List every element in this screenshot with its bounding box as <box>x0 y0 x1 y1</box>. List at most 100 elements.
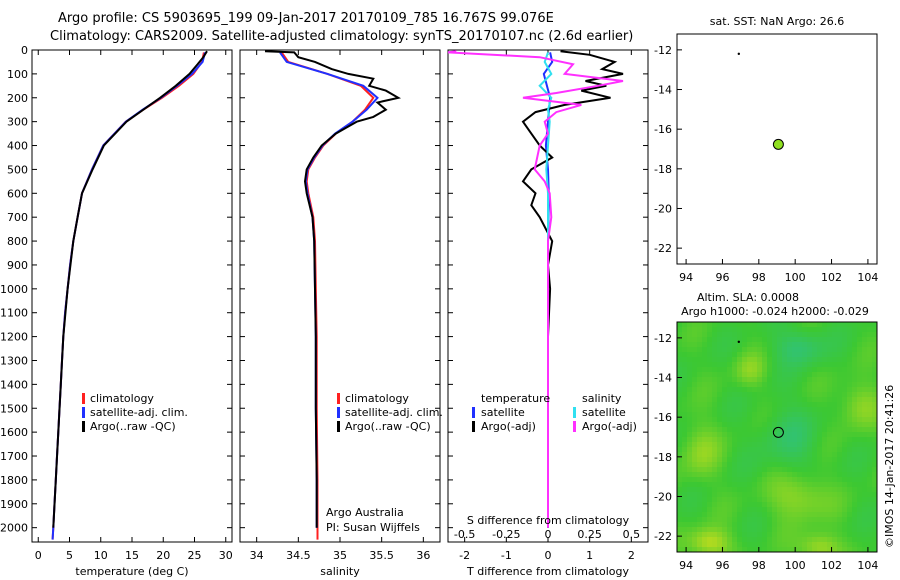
heat-cell <box>812 397 818 403</box>
heat-cell <box>717 387 723 393</box>
heat-cell <box>822 412 828 418</box>
heat-cell <box>742 512 748 518</box>
heat-cell <box>862 432 868 438</box>
heat-cell <box>737 487 743 493</box>
map-x-tick-label: 94 <box>679 271 693 284</box>
heat-cell <box>787 357 793 363</box>
heat-cell <box>782 537 788 543</box>
heat-cell <box>697 362 703 368</box>
legend-swatch-satellite <box>82 407 85 418</box>
heat-cell <box>697 497 703 503</box>
heat-cell <box>767 497 773 503</box>
heat-cell <box>862 322 868 328</box>
heat-cell <box>797 542 803 548</box>
heat-cell <box>742 522 748 528</box>
heat-cell <box>772 382 778 388</box>
heat-cell <box>722 427 728 433</box>
heat-cell <box>692 507 698 513</box>
heat-cell <box>767 337 773 343</box>
heat-cell <box>802 477 808 483</box>
heat-cell <box>872 352 878 358</box>
heat-cell <box>867 367 873 373</box>
heat-cell <box>847 437 853 443</box>
heat-cell <box>777 472 783 478</box>
heat-cell <box>862 412 868 418</box>
heat-cell <box>807 407 813 413</box>
heat-cell <box>702 542 708 548</box>
heat-cell <box>857 362 863 368</box>
heat-cell <box>782 457 788 463</box>
heat-cell <box>857 437 863 443</box>
heat-cell <box>807 367 813 373</box>
heat-cell <box>737 512 743 518</box>
heat-cell <box>692 392 698 398</box>
heat-cell <box>717 532 723 538</box>
heat-cell <box>802 352 808 358</box>
heat-cell <box>827 362 833 368</box>
title-line-2: Climatology: CARS2009. Satellite-adjuste… <box>50 29 634 44</box>
heat-cell <box>707 332 713 338</box>
heat-cell <box>702 527 708 533</box>
heat-cell <box>777 362 783 368</box>
heat-cell <box>682 437 688 443</box>
legend-swatch-climatology <box>337 393 340 404</box>
heat-cell <box>722 337 728 343</box>
heat-cell <box>737 492 743 498</box>
x-tick-label: 10 <box>94 549 108 562</box>
heat-cell <box>757 432 763 438</box>
heat-cell <box>827 377 833 383</box>
heat-cell <box>822 542 828 548</box>
heat-cell <box>697 327 703 333</box>
heat-cell <box>867 522 873 528</box>
heat-cell <box>782 332 788 338</box>
heat-cell <box>852 432 858 438</box>
heat-cell <box>717 382 723 388</box>
heat-cell <box>732 382 738 388</box>
heat-cell <box>777 397 783 403</box>
heat-cell <box>747 477 753 483</box>
heat-cell <box>822 522 828 528</box>
heat-cell <box>807 487 813 493</box>
heat-cell <box>857 337 863 343</box>
heat-cell <box>757 342 763 348</box>
heat-cell <box>717 452 723 458</box>
series-line <box>51 52 207 540</box>
heat-cell <box>772 442 778 448</box>
heat-cell <box>812 497 818 503</box>
heat-cell <box>792 537 798 543</box>
heat-cell <box>722 512 728 518</box>
heat-cell <box>742 332 748 338</box>
heat-cell <box>692 457 698 463</box>
heat-cell <box>722 357 728 363</box>
heat-cell <box>757 362 763 368</box>
heat-cell <box>677 342 683 348</box>
heat-cell <box>777 542 783 548</box>
heat-cell <box>747 522 753 528</box>
heat-cell <box>757 427 763 433</box>
heat-cell <box>832 417 838 423</box>
heat-cell <box>697 442 703 448</box>
heat-cell <box>757 422 763 428</box>
heat-cell <box>757 542 763 548</box>
heat-cell <box>842 427 848 433</box>
heat-cell <box>872 517 878 523</box>
heat-cell <box>697 487 703 493</box>
heat-cell <box>702 337 708 343</box>
heat-cell <box>817 322 823 328</box>
series-line <box>521 50 624 528</box>
heat-cell <box>737 432 743 438</box>
heat-cell <box>842 462 848 468</box>
heat-cell <box>687 537 693 543</box>
heat-cell <box>822 422 828 428</box>
heat-cell <box>772 362 778 368</box>
heat-cell <box>692 327 698 333</box>
heat-cell <box>832 367 838 373</box>
heat-cell <box>722 457 728 463</box>
heat-cell <box>857 452 863 458</box>
heat-cell <box>787 517 793 523</box>
heat-cell <box>812 367 818 373</box>
heat-cell <box>712 357 718 363</box>
heat-cell <box>852 492 858 498</box>
heat-cell <box>692 452 698 458</box>
heat-cell <box>767 397 773 403</box>
